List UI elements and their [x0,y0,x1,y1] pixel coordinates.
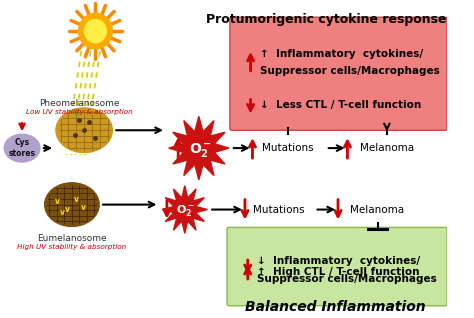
Text: Mutations: Mutations [253,204,305,215]
Text: Cys
stores: Cys stores [9,138,36,158]
Text: ↑  High CTL / T-cell function: ↑ High CTL / T-cell function [257,267,419,277]
Text: Melanoma: Melanoma [360,143,414,153]
Text: Eumelanosome: Eumelanosome [37,234,107,243]
Text: Low UV stability & absorption: Low UV stability & absorption [26,108,133,114]
Text: Melanoma: Melanoma [350,204,405,215]
FancyBboxPatch shape [227,227,447,306]
Text: v: v [81,203,86,212]
Text: $\mathregular{O_2^-}$: $\mathregular{O_2^-}$ [176,203,195,218]
Text: Mutations: Mutations [263,143,314,153]
Text: ↓  Inflammatory  cytokines/: ↓ Inflammatory cytokines/ [257,256,420,266]
Text: Suppressor cells/Macrophages: Suppressor cells/Macrophages [257,274,437,284]
Ellipse shape [4,134,40,162]
Polygon shape [169,116,229,180]
Text: v: v [65,205,70,214]
Text: $\mathregular{O_2^-}$: $\mathregular{O_2^-}$ [189,141,212,159]
Circle shape [79,13,112,49]
Text: Suppressor cells/Macrophages: Suppressor cells/Macrophages [260,66,440,76]
Text: v: v [74,195,79,204]
Text: ↓  Less CTL / T-cell function: ↓ Less CTL / T-cell function [260,100,421,110]
Polygon shape [162,186,207,233]
FancyBboxPatch shape [230,17,447,130]
Ellipse shape [45,183,99,226]
Text: ↑  Inflammatory  cytokines/: ↑ Inflammatory cytokines/ [260,49,423,59]
Text: Balanced Inflammation: Balanced Inflammation [245,300,426,314]
Circle shape [84,19,107,43]
Text: Protumorigenic cytokine response: Protumorigenic cytokine response [206,13,446,26]
Text: v: v [55,197,60,206]
Text: Pheomelanosome: Pheomelanosome [39,99,119,107]
Text: v: v [60,208,65,217]
Ellipse shape [56,108,112,153]
Text: High UV stability & absorption: High UV stability & absorption [17,244,127,250]
